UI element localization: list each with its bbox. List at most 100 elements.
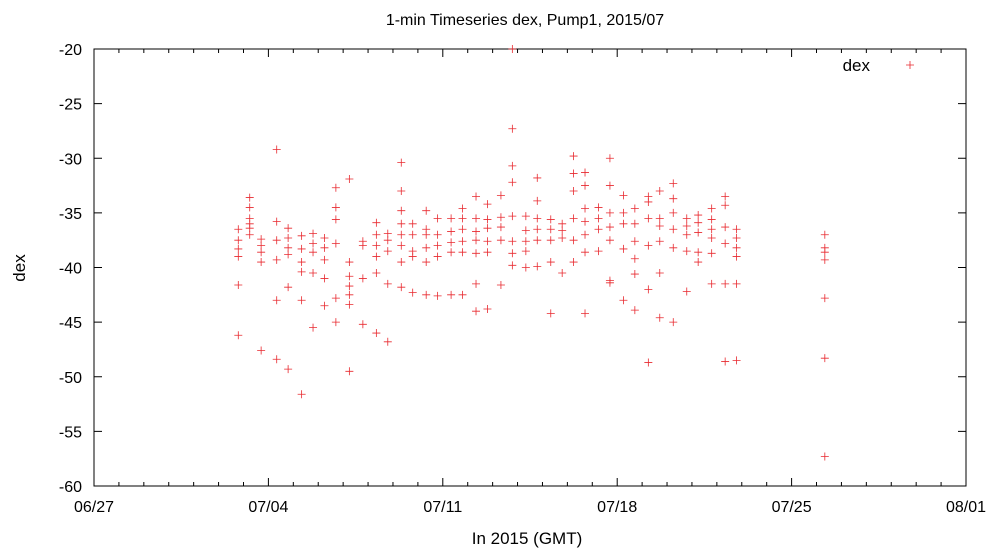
data-point	[331, 215, 340, 224]
x-axis: 06/27 07/04 07/11 07/18 07/25 08/01	[74, 49, 986, 516]
data-point	[234, 244, 243, 253]
data-point	[284, 283, 293, 292]
data-point	[605, 208, 614, 217]
data-point	[655, 187, 664, 196]
data-point	[345, 290, 354, 299]
data-point	[458, 290, 467, 299]
data-point	[383, 279, 392, 288]
data-point	[558, 234, 567, 243]
data-point	[569, 258, 578, 267]
data-point	[619, 191, 628, 200]
data-point	[694, 228, 703, 237]
y-tick-label: -40	[59, 261, 82, 278]
data-point	[320, 255, 329, 264]
data-point	[605, 223, 614, 232]
data-point	[331, 203, 340, 212]
data-point	[496, 236, 505, 245]
data-point	[297, 231, 306, 240]
data-point	[458, 204, 467, 213]
data-points	[234, 45, 829, 461]
legend-marker-dex	[906, 61, 914, 69]
data-point	[707, 234, 716, 243]
data-point	[630, 237, 639, 246]
data-point	[707, 279, 716, 288]
data-point	[422, 230, 431, 239]
data-point	[820, 230, 829, 239]
data-point	[345, 367, 354, 376]
data-point	[372, 329, 381, 338]
data-point	[372, 268, 381, 277]
data-point	[397, 241, 406, 250]
data-point	[707, 204, 716, 213]
data-point	[732, 234, 741, 243]
data-point	[669, 179, 678, 188]
data-point	[732, 243, 741, 252]
data-point	[297, 267, 306, 276]
chart-title: 1-min Timeseries dex, Pump1, 2015/07	[386, 12, 664, 29]
data-point	[508, 124, 517, 133]
data-point	[655, 214, 664, 223]
data-point	[345, 175, 354, 184]
data-point	[272, 236, 281, 245]
data-point	[433, 214, 442, 223]
data-point	[682, 287, 691, 296]
data-point	[820, 294, 829, 303]
data-point	[721, 192, 730, 201]
data-point	[472, 214, 481, 223]
data-point	[383, 337, 392, 346]
x-tick-label: 07/04	[248, 499, 288, 516]
data-point	[605, 278, 614, 287]
data-point	[483, 215, 492, 224]
y-tick-label: -45	[59, 315, 82, 332]
data-point	[721, 201, 730, 210]
data-point	[397, 230, 406, 239]
data-point	[472, 307, 481, 316]
data-point	[372, 230, 381, 239]
data-point	[558, 268, 567, 277]
data-point	[234, 236, 243, 245]
data-point	[383, 247, 392, 256]
data-point	[546, 236, 555, 245]
data-point	[644, 197, 653, 206]
data-point	[433, 241, 442, 250]
data-point	[320, 243, 329, 252]
y-tick-label: -60	[59, 479, 82, 496]
data-point	[732, 356, 741, 365]
data-point	[732, 252, 741, 261]
plot-frame	[93, 48, 967, 487]
data-point	[619, 296, 628, 305]
data-point	[320, 274, 329, 283]
y-tick-label: -30	[59, 151, 82, 168]
data-point	[422, 258, 431, 267]
data-point	[619, 219, 628, 228]
data-point	[732, 279, 741, 288]
data-point	[284, 365, 293, 374]
data-point	[558, 226, 567, 235]
data-point	[272, 296, 281, 305]
data-point	[234, 331, 243, 340]
data-point	[521, 247, 530, 256]
data-point	[644, 214, 653, 223]
data-point	[546, 225, 555, 234]
data-point	[331, 239, 340, 248]
data-point	[605, 236, 614, 245]
data-point	[630, 254, 639, 263]
data-point	[345, 282, 354, 291]
data-point	[272, 145, 281, 154]
data-point	[284, 234, 293, 243]
data-point	[581, 248, 590, 257]
y-axis: -60 -55 -50 -45 -40 -35 -30 -25 -20	[59, 42, 966, 496]
data-point	[284, 250, 293, 259]
data-point	[447, 227, 456, 236]
data-point	[496, 280, 505, 289]
data-point	[483, 237, 492, 246]
data-point	[508, 161, 517, 170]
data-point	[272, 255, 281, 264]
x-tick-label: 06/27	[74, 499, 114, 516]
data-point	[234, 225, 243, 234]
data-point	[521, 263, 530, 272]
data-point	[508, 249, 517, 258]
data-point	[408, 252, 417, 261]
data-point	[483, 200, 492, 209]
